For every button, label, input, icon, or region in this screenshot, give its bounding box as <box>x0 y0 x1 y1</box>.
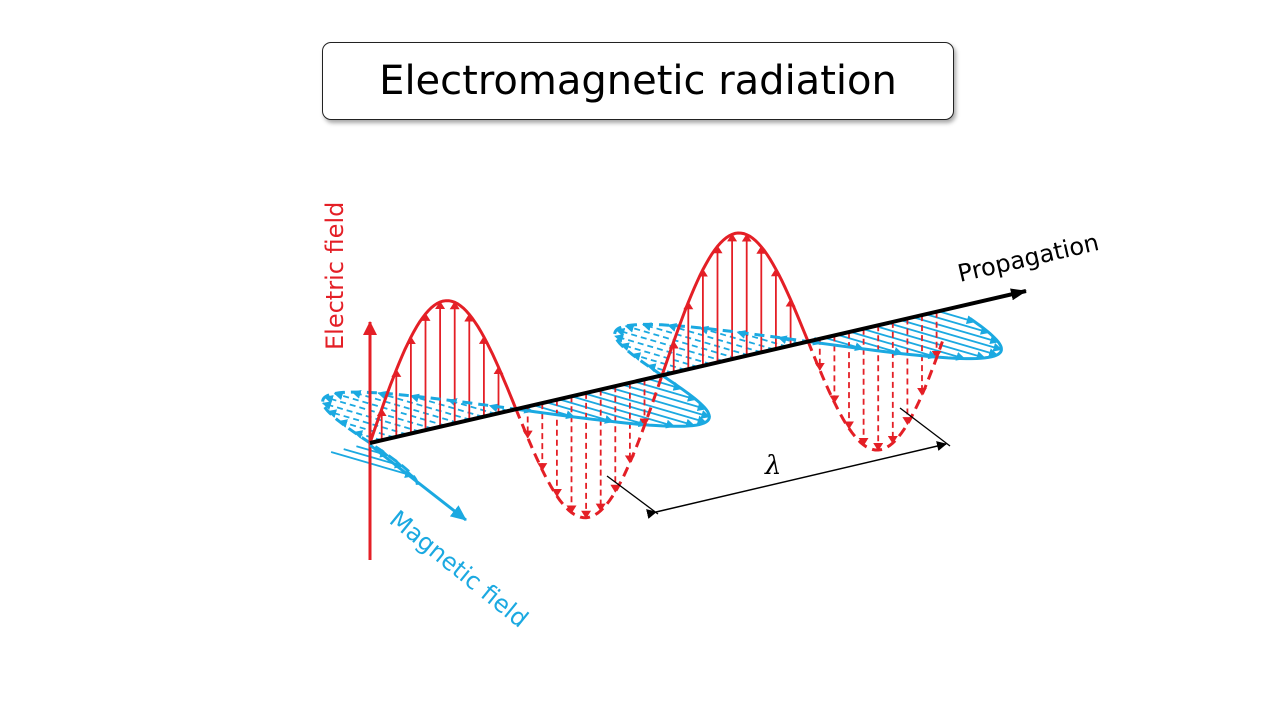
magnetic-field-axis <box>370 445 466 520</box>
wavelength-extension-left <box>607 476 658 514</box>
wavelength-extension-right <box>900 408 950 446</box>
wavelength-label: λ <box>764 451 781 481</box>
wavelength-dimension-line <box>656 444 946 512</box>
magnetic-vector-front <box>331 452 413 476</box>
electric-field-label: Electric field <box>321 202 349 350</box>
electric-wave-positive-curve <box>370 233 808 443</box>
magnetic-field-label: Magnetic field <box>384 505 533 633</box>
magnetic-vector-back <box>354 432 382 440</box>
magnetic-vector-back <box>339 421 394 437</box>
propagation-label: Propagation <box>955 228 1102 288</box>
magnetic-vector-back <box>335 394 445 426</box>
magnetic-vector-back <box>626 326 736 358</box>
